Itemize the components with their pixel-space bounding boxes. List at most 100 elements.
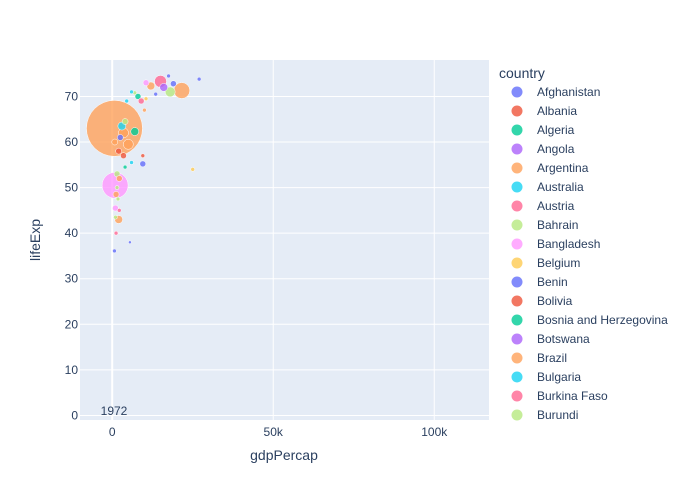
data-point[interactable] <box>196 76 202 82</box>
data-point[interactable] <box>153 91 158 97</box>
data-point[interactable] <box>129 160 134 165</box>
data-point[interactable] <box>116 175 123 182</box>
legend-label: Belgium <box>537 256 580 270</box>
data-point[interactable] <box>137 97 145 105</box>
legend-label: Afghanistan <box>537 85 600 99</box>
legend-marker <box>511 390 523 402</box>
data-point[interactable] <box>112 248 117 254</box>
legend-item[interactable]: Albania <box>511 104 578 118</box>
data-point[interactable] <box>112 191 120 198</box>
data-point[interactable] <box>142 79 150 87</box>
y-tick-label: 20 <box>65 317 79 331</box>
legend-item[interactable]: Burkina Faso <box>511 389 609 403</box>
data-point[interactable] <box>114 185 120 190</box>
data-point[interactable] <box>111 138 119 146</box>
legend-marker <box>511 257 523 269</box>
legend-marker <box>511 105 523 117</box>
data-point[interactable] <box>113 214 118 220</box>
y-tick-labels: 0 10 20 30 40 50 60 70 <box>65 89 79 422</box>
data-point[interactable] <box>121 118 129 125</box>
data-point[interactable] <box>129 89 134 95</box>
y-tick-label: 0 <box>71 408 78 422</box>
legend-label: Bangladesh <box>537 237 600 251</box>
legend-item[interactable]: Bahrain <box>511 218 579 232</box>
y-tick-label: 10 <box>65 363 79 377</box>
legend-marker <box>511 143 523 155</box>
data-point[interactable] <box>134 93 142 100</box>
data-point[interactable] <box>170 80 177 87</box>
data-point[interactable] <box>142 107 147 113</box>
legend-item[interactable]: Argentina <box>511 161 589 175</box>
legend-label: Benin <box>537 275 568 289</box>
data-point[interactable] <box>128 240 132 245</box>
legend-label: Bolivia <box>537 294 573 308</box>
x-axis-title: gdpPercap <box>250 447 318 463</box>
legend-item[interactable]: Bangladesh <box>511 237 601 251</box>
data-point[interactable] <box>143 96 149 101</box>
legend-marker <box>511 371 523 383</box>
y-tick-label: 70 <box>65 89 79 103</box>
data-point[interactable] <box>166 73 171 79</box>
data-point[interactable] <box>139 160 147 168</box>
legend-item[interactable]: Belgium <box>511 256 581 270</box>
legend-item[interactable]: Botswana <box>511 332 591 346</box>
legend-title: country <box>499 65 545 81</box>
legend-label: Botswana <box>537 332 590 346</box>
legend-label: Burkina Faso <box>537 389 608 403</box>
legend-item[interactable]: Bolivia <box>511 294 573 308</box>
data-point[interactable] <box>123 139 134 150</box>
legend-label: Bahrain <box>537 218 578 232</box>
gridlines <box>80 60 489 420</box>
data-point[interactable] <box>117 134 124 141</box>
data-point[interactable] <box>122 164 128 170</box>
legend-label: Austria <box>537 199 575 213</box>
legend-label: Bulgaria <box>537 370 581 384</box>
data-point[interactable] <box>130 127 139 136</box>
legend-marker <box>511 181 523 193</box>
data-point[interactable] <box>190 167 195 172</box>
y-axis-title: lifeExp <box>27 219 43 261</box>
data-point[interactable] <box>117 208 122 213</box>
legend-item[interactable]: Angola <box>511 142 575 156</box>
legend-marker <box>511 314 523 326</box>
legend-marker <box>511 295 523 307</box>
legend-marker <box>511 276 523 288</box>
x-tick-label: 50k <box>264 425 284 439</box>
data-point[interactable] <box>124 98 129 104</box>
data-point[interactable] <box>120 152 127 159</box>
legend-marker <box>511 352 523 364</box>
legend-label: Argentina <box>537 161 589 175</box>
legend-marker <box>511 219 523 231</box>
legend-item[interactable]: Austria <box>511 199 575 213</box>
data-point[interactable] <box>140 153 146 158</box>
legend[interactable]: country Afghanistan Albania Algeria Angola A… <box>499 65 668 422</box>
legend-marker <box>511 409 523 421</box>
legend-item[interactable]: Algeria <box>511 123 575 137</box>
y-tick-label: 40 <box>65 226 79 240</box>
legend-label: Australia <box>537 180 584 194</box>
legend-marker <box>511 200 523 212</box>
data-point[interactable] <box>115 147 122 155</box>
legend-item[interactable]: Afghanistan <box>511 85 601 99</box>
legend-item[interactable]: Brazil <box>511 351 568 365</box>
data-point[interactable] <box>164 86 176 98</box>
legend-marker <box>511 124 523 136</box>
legend-label: Algeria <box>537 123 575 137</box>
legend-item[interactable]: Benin <box>511 275 568 289</box>
legend-marker <box>511 238 523 250</box>
legend-item[interactable]: Bulgaria <box>511 370 582 384</box>
frame-year-label: 1972 <box>101 404 128 418</box>
data-point[interactable] <box>115 196 121 202</box>
legend-label: Brazil <box>537 351 567 365</box>
x-tick-labels: 0 50k 100k <box>109 425 448 439</box>
y-tick-label: 50 <box>65 181 79 195</box>
legend-item[interactable]: Burundi <box>511 408 579 422</box>
data-point[interactable] <box>112 204 119 212</box>
data-point[interactable] <box>159 83 168 92</box>
legend-item[interactable]: Australia <box>511 180 585 194</box>
y-tick-label: 60 <box>65 135 79 149</box>
legend-item[interactable]: Bosnia and Herzegovina <box>511 313 669 327</box>
x-tick-label: 100k <box>421 425 448 439</box>
data-point[interactable] <box>113 230 119 236</box>
